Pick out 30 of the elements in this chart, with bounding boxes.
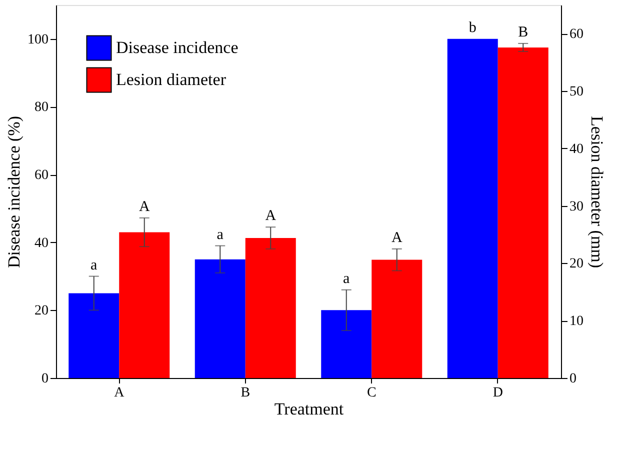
y2-tick-label: 60 <box>570 27 584 42</box>
y-tick-label: 0 <box>42 372 48 386</box>
data-label: a <box>343 270 350 287</box>
y2-tick-label: 0 <box>570 372 576 386</box>
x-tick-label: B <box>240 386 250 400</box>
y2-tick-label: 30 <box>570 199 584 214</box>
legend-label: Lesion diameter <box>116 70 226 89</box>
y-tick-label: 100 <box>28 32 48 48</box>
y2-tick-label: 10 <box>570 314 584 330</box>
y2-tick-label: 50 <box>570 84 584 100</box>
x-tick-label: C <box>366 386 376 400</box>
data-label: A <box>391 230 402 246</box>
y-tick-label: 80 <box>34 100 48 116</box>
data-label: A <box>265 208 276 224</box>
y2-tick-label: 20 <box>570 256 584 272</box>
x-axis-title: Treatment <box>274 400 344 418</box>
y-tick-label: 20 <box>34 304 48 319</box>
y2-axis-title: Lesion diameter (mm) <box>588 116 606 268</box>
legend-label: Disease incidence <box>116 38 238 57</box>
data-label: a <box>216 226 224 243</box>
y-tick-label: 40 <box>34 236 48 251</box>
y-tick-label: 60 <box>34 168 48 184</box>
data-label: B <box>518 24 528 40</box>
data-label: A <box>138 198 150 215</box>
data-label: a <box>90 257 98 274</box>
data-label: b <box>468 20 476 36</box>
y2-tick-label: 40 <box>570 142 584 157</box>
x-tick-label: D <box>492 386 503 400</box>
y-axis-title: Disease incidence (%) <box>4 116 24 268</box>
x-tick-label: A <box>114 386 126 400</box>
